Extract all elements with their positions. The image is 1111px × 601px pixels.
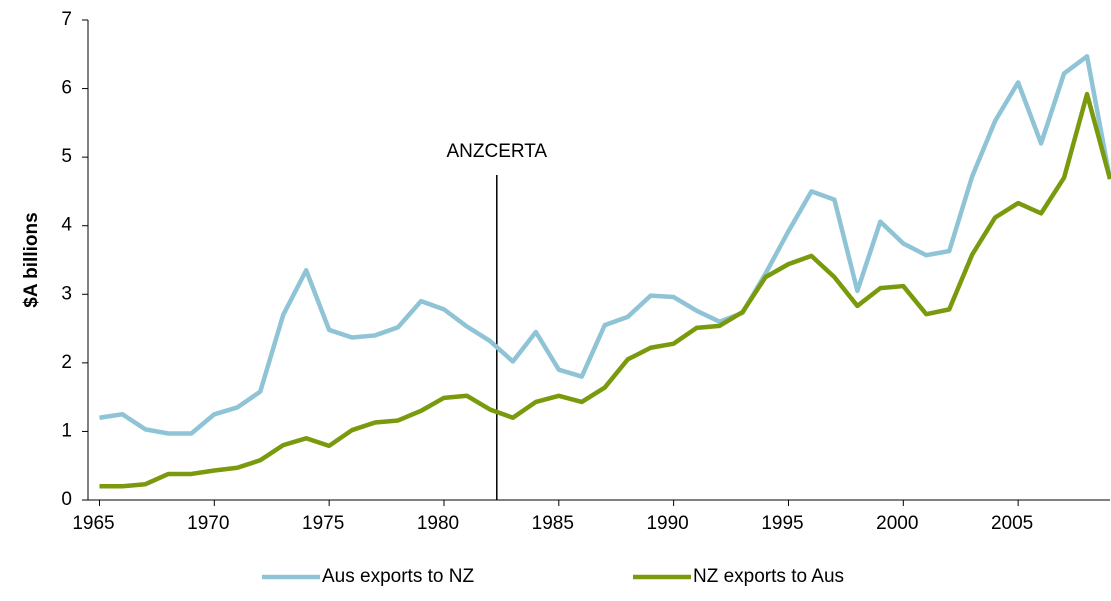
x-tick-label: 1980 — [417, 513, 459, 534]
y-tick-label: 6 — [61, 78, 72, 99]
y-tick-label: 5 — [61, 146, 72, 167]
x-tick-label: 1965 — [72, 513, 114, 534]
legend-label: NZ exports to Aus — [693, 566, 844, 587]
x-tick-label: 1970 — [187, 513, 229, 534]
y-tick-label: 4 — [61, 215, 72, 236]
series-line — [99, 91, 1111, 489]
y-tick-label: 3 — [61, 283, 72, 304]
y-axis-label: $A billions — [21, 212, 42, 307]
y-tick-label: 1 — [61, 420, 72, 441]
y-tick-label: 7 — [61, 9, 72, 30]
series-line — [99, 54, 1111, 436]
x-tick-label: 1990 — [646, 513, 688, 534]
legend-label: Aus exports to NZ — [322, 566, 474, 587]
annotation-label: ANZCERTA — [446, 141, 547, 162]
x-tick-label: 1995 — [761, 513, 803, 534]
x-tick-label: 1975 — [302, 513, 344, 534]
y-tick-label: 2 — [61, 352, 72, 373]
x-tick-label: 1985 — [532, 513, 574, 534]
x-tick-label: 2005 — [991, 513, 1033, 534]
y-tick-label: 0 — [61, 489, 72, 510]
x-tick-label: 2000 — [876, 513, 918, 534]
